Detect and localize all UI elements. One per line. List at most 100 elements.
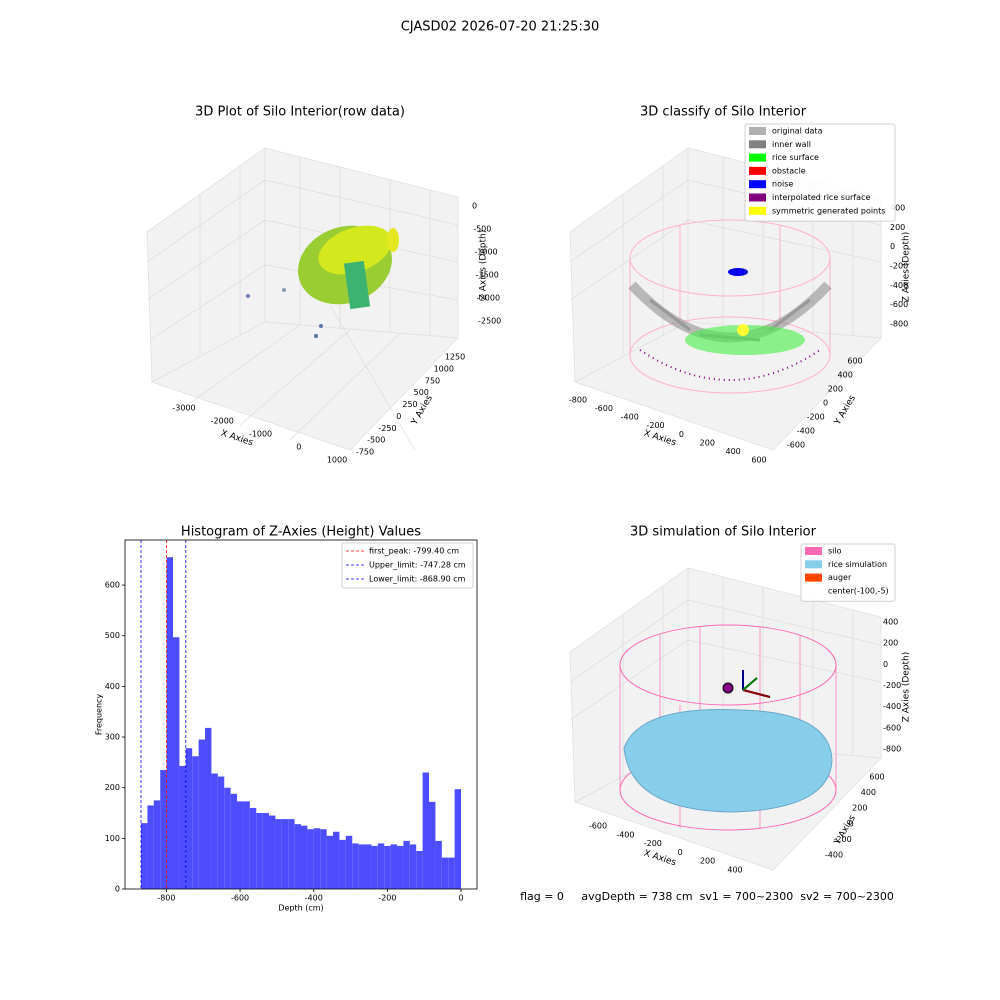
grid: [569, 577, 882, 775]
legend-box: [341, 542, 474, 589]
y-tick-label: 500: [105, 631, 120, 640]
y-tick-label: 100: [105, 834, 120, 843]
y-tick-label: 250: [402, 400, 417, 409]
bar: [384, 845, 391, 889]
bar: [211, 773, 218, 889]
z-axis-label: Z Axies (Depth): [479, 230, 489, 301]
legend-label: inner wall: [772, 140, 811, 149]
y-tick-label: 600: [105, 581, 120, 590]
auger-axis: [742, 689, 771, 698]
bar: [217, 776, 225, 889]
bar: [345, 835, 353, 889]
z-tick-label: -200: [883, 681, 901, 690]
legend-label: original data: [772, 127, 823, 136]
legend-label: center(-100,-5): [828, 586, 889, 595]
x-tick-label: -3000: [172, 404, 195, 413]
legend-label: silo: [828, 547, 842, 556]
legend-swatch: [749, 206, 766, 215]
bar: [403, 840, 410, 889]
silo-wire: [629, 225, 831, 355]
x-tick-label: 600: [751, 456, 766, 465]
y-tick-label: 500: [414, 388, 429, 397]
bar: [224, 787, 231, 889]
bar: [352, 843, 359, 889]
chart-title: 3D classify of Silo Interior: [640, 105, 807, 120]
y-tick-label: 0: [823, 399, 828, 408]
point: [314, 334, 318, 338]
x-tick-label: 0: [678, 848, 683, 857]
symmetric-points: [737, 324, 749, 336]
bar: [307, 829, 314, 889]
z-tick-label: 0: [472, 202, 477, 211]
legend-swatch: [749, 180, 766, 189]
legend-swatch: [749, 127, 766, 135]
y-tick-label: 0: [849, 819, 854, 828]
y-tick-label: -400: [825, 851, 843, 860]
z-tick-label: -600: [883, 723, 901, 732]
x-tick-label: 200: [700, 438, 715, 447]
bar: [435, 840, 442, 889]
x-tick-label: 400: [727, 866, 742, 875]
x-tick-label: 0: [296, 443, 301, 452]
legend-swatch: [749, 166, 766, 175]
legend-label: rice simulation: [828, 560, 887, 569]
z-tick-label: -500: [473, 225, 491, 234]
bar: [294, 824, 302, 889]
bar: [141, 823, 148, 889]
legend-swatch: [805, 573, 822, 582]
legend-label: interpolated rice surface: [772, 193, 870, 202]
x-tick-label: -1000: [249, 430, 272, 439]
plot-3d-raw: [146, 147, 459, 451]
bar: [429, 801, 436, 889]
x-tick-label: -2000: [211, 417, 234, 426]
legend-label: noise: [772, 180, 793, 189]
x-tick-label: -400: [305, 894, 323, 903]
legend-label: obstacle: [772, 166, 806, 175]
bar: [256, 813, 263, 889]
bar: [237, 801, 244, 889]
chart-title: 3D simulation of Silo Interior: [630, 525, 817, 540]
bar: [249, 807, 257, 889]
x-axis-label: Depth (cm): [278, 904, 323, 913]
y-tick-label: 600: [869, 773, 884, 782]
z-tick-label: -800: [883, 745, 901, 754]
bar: [243, 801, 250, 889]
bar: [166, 557, 174, 889]
legend-label: Lower_limit: -868.90 cm: [369, 575, 466, 584]
y-tick-label: 400: [105, 682, 120, 691]
legend-label: rice surface: [772, 153, 819, 162]
bar: [326, 835, 334, 889]
center-marker: [722, 682, 734, 694]
y-tick-label: 400: [861, 788, 876, 797]
rice-simulation: [623, 709, 833, 813]
x-tick-label: -200: [378, 894, 396, 903]
bar: [416, 851, 423, 889]
legend-swatch: [805, 560, 822, 569]
bar: [365, 844, 372, 889]
bar: [397, 845, 404, 889]
bar: [390, 844, 398, 889]
y-tick-label: 1250: [445, 353, 465, 362]
z-tick-label: 400: [883, 618, 898, 627]
x-tick-label: 400: [726, 447, 741, 456]
y-tick-label: -600: [787, 441, 805, 450]
bar: [301, 825, 308, 889]
z-tick-label: 200: [883, 639, 898, 648]
y-tick-label: 400: [838, 371, 853, 380]
y-tick-label: -750: [356, 448, 374, 457]
z-tick-label: -1000: [474, 248, 497, 257]
bar: [198, 739, 206, 889]
z-tick-label: -800: [890, 320, 908, 329]
bar: [333, 831, 340, 889]
legend-box: [800, 543, 896, 602]
legend-swatch: [749, 153, 766, 162]
bar: [448, 857, 455, 889]
bar: [288, 819, 295, 889]
bar: [230, 793, 238, 889]
y-tick-label: -500: [367, 436, 385, 445]
pane: [573, 321, 882, 451]
point-cloud: [343, 260, 371, 310]
x-tick-label: -400: [616, 830, 634, 839]
x-tick-label: -200: [644, 839, 662, 848]
